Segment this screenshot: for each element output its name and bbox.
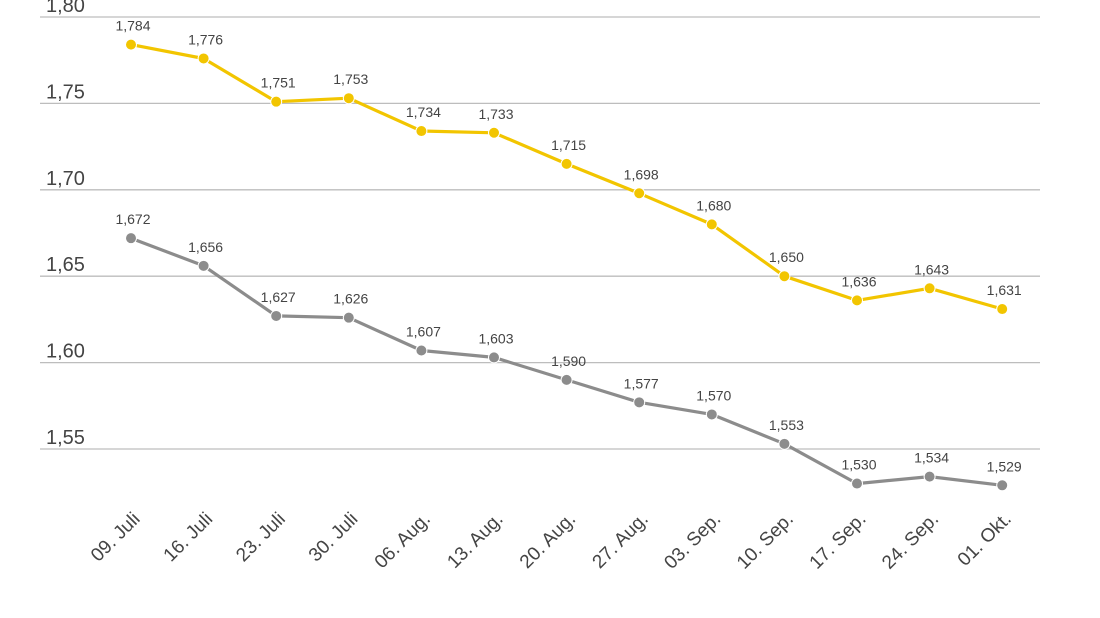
data-point [270,95,283,108]
data-label: 1,627 [261,289,296,305]
data-label: 1,643 [914,261,949,277]
data-point [270,309,283,322]
x-tick-label: 09. Juli [87,509,144,566]
y-tick-label: 1,65 [46,254,85,276]
data-label: 1,733 [478,106,513,122]
x-tick-label: 06. Aug. [371,509,435,573]
data-label: 1,636 [841,273,876,289]
data-label: 1,753 [333,71,368,87]
y-tick-label: 1,70 [46,168,85,190]
data-label: 1,626 [333,291,368,307]
x-tick-label: 20. Aug. [516,509,580,573]
x-axis: 09. Juli 16. Juli 23. Juli 30. Juli 06. Aug.… [87,509,1016,574]
data-point [705,408,718,421]
grid-lines [40,16,1040,450]
data-label: 1,530 [841,457,876,473]
data-label: 1,553 [769,417,804,433]
x-tick-label: 23. Juli [232,509,289,566]
y-tick-label: 1,55 [46,427,85,449]
data-point [342,311,355,324]
data-label: 1,570 [696,387,731,403]
data-point [996,479,1009,492]
data-label: 1,650 [769,249,804,265]
data-point [415,125,428,138]
data-point [342,92,355,105]
data-label: 1,715 [551,137,586,153]
x-tick-label: 01. Okt. [954,509,1016,571]
y-axis: 1,55 1,60 1,65 1,70 1,75 1,80 [46,0,85,449]
data-label: 1,734 [406,104,441,120]
x-tick-label: 16. Juli [160,509,217,566]
data-point [633,187,646,200]
data-point [923,470,936,483]
x-tick-label: 10. Sep. [733,509,798,574]
data-point [996,303,1009,316]
data-label: 1,577 [624,375,659,391]
data-point [851,477,863,490]
data-label: 1,529 [987,458,1022,474]
series-layer: 1,784 1,776 1,751 1,753 1,734 1,733 1,715 1,698… [115,18,1022,492]
x-tick-label: 03. Sep. [660,509,725,574]
data-point [560,373,573,386]
x-tick-label: 13. Aug. [443,509,507,573]
data-label: 1,631 [987,282,1022,298]
data-label: 1,590 [551,353,586,369]
x-tick-label: 17. Sep. [806,509,871,574]
y-tick-label: 1,80 [46,0,85,17]
data-label: 1,534 [914,450,949,466]
data-point [197,52,210,65]
data-point [125,38,137,51]
data-label: 1,603 [478,330,513,346]
data-label: 1,680 [696,197,731,213]
data-label: 1,607 [406,324,441,340]
data-point [560,157,573,170]
data-point [415,344,428,357]
data-label: 1,698 [624,166,659,182]
data-label: 1,784 [115,18,150,34]
data-point [778,270,791,283]
data-point [778,437,791,450]
data-point [705,218,718,231]
x-tick-label: 27. Aug. [589,509,653,573]
data-point [923,282,936,295]
data-label: 1,672 [115,211,150,227]
data-label: 1,776 [188,31,223,47]
x-tick-label: 30. Juli [305,509,362,566]
data-point [488,126,500,139]
y-tick-label: 1,60 [46,341,85,363]
data-point [125,232,137,245]
data-label: 1,656 [188,239,223,255]
x-tick-label: 24. Sep. [878,509,943,574]
y-tick-label: 1,75 [46,81,85,103]
data-point [851,294,863,307]
data-label: 1,751 [261,75,296,91]
data-point [197,259,210,272]
data-point [488,351,500,364]
data-point [633,396,646,409]
